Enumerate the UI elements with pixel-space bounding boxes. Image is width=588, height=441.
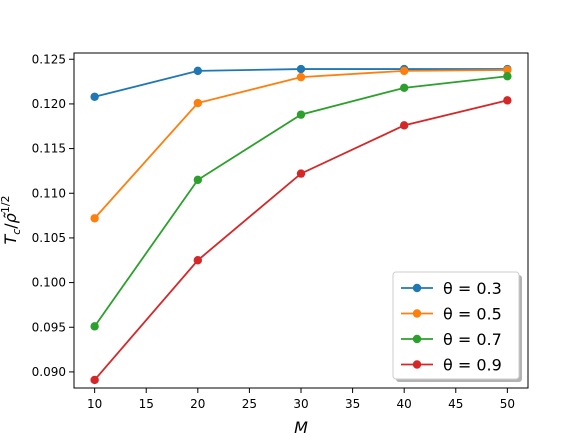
- legend-label: θ = 0.9: [443, 356, 502, 375]
- legend-marker: [412, 309, 422, 318]
- y-tick-label: 0.100: [32, 276, 66, 290]
- y-tick-label: 0.110: [32, 186, 66, 200]
- data-point-4: [296, 169, 306, 178]
- y-tick-label: 0.090: [32, 365, 66, 379]
- data-point-2: [193, 98, 203, 108]
- legend: θ = 0.3 θ = 0.5 θ = 0.7 θ = 0.9: [392, 271, 522, 382]
- legend-marker: [412, 334, 422, 344]
- x-tick-label: 25: [242, 397, 257, 411]
- y-tick-label: 0.105: [32, 231, 66, 245]
- x-axis: 10 15 20 25 30 35 40 45 50: [87, 388, 515, 411]
- y-tick-label: 0.125: [32, 52, 66, 66]
- y-tick-label: 0.095: [32, 320, 66, 334]
- legend-box: [392, 271, 520, 380]
- data-point-3: [296, 110, 306, 119]
- data-point-1: [296, 64, 306, 74]
- data-point-2: [296, 72, 306, 82]
- data-point-3: [503, 72, 512, 81]
- x-tick-label: 15: [139, 397, 154, 411]
- legend-label: θ = 0.5: [443, 305, 502, 324]
- legend-marker: [412, 283, 422, 293]
- data-point-4: [90, 375, 99, 385]
- legend-label: θ = 0.3: [443, 279, 502, 298]
- data-point-3: [399, 83, 409, 93]
- legend-label: θ = 0.7: [443, 330, 502, 349]
- data-point-4: [193, 256, 203, 265]
- y-tick-label: 0.115: [32, 142, 66, 156]
- x-tick-label: 45: [448, 397, 463, 411]
- x-tick-label: 30: [293, 397, 308, 411]
- x-tick-label: 10: [87, 397, 102, 411]
- data-point-3: [193, 175, 203, 185]
- data-point-2: [90, 214, 99, 223]
- data-point-4: [503, 96, 512, 105]
- data-point-1: [193, 66, 203, 76]
- series-layer: [90, 64, 512, 385]
- y-axis-label: Tc/ρ̃1/2: [0, 195, 23, 244]
- x-axis-label: M: [294, 418, 308, 437]
- y-axis: 0.090 0.095 0.100 0.105 0.110 0.115 0.120 0.125: [32, 52, 74, 379]
- legend-marker: [412, 360, 422, 369]
- data-point-2: [503, 65, 512, 75]
- data-point-3: [90, 322, 99, 331]
- x-tick-label: 40: [397, 397, 412, 411]
- data-point-4: [399, 121, 409, 130]
- data-point-2: [399, 66, 409, 76]
- x-tick-label: 20: [190, 397, 205, 411]
- x-tick-label: 35: [345, 397, 360, 411]
- data-point-1: [90, 92, 99, 101]
- y-tick-label: 0.120: [32, 97, 66, 111]
- x-tick-label: 50: [500, 397, 515, 411]
